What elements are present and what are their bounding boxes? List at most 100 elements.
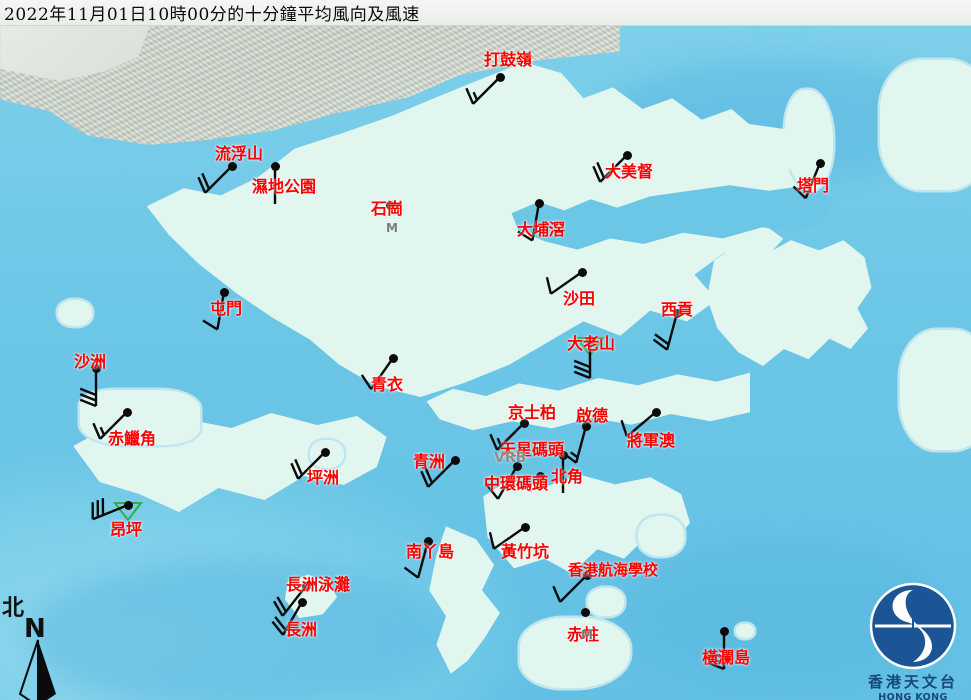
station-label: 長洲泳灘: [286, 575, 351, 594]
wind-barb-icon: [290, 451, 326, 480]
station-dot: [388, 353, 398, 363]
wind-barb-icon: [403, 540, 430, 579]
station-label: 赤柱: [567, 625, 600, 644]
compass-rose: 北 N: [2, 590, 72, 700]
station-label: 青洲: [413, 452, 446, 471]
wind-barb-icon: [197, 165, 233, 194]
land-sai-kung-east: [707, 240, 872, 366]
station-label: 石崗: [371, 199, 404, 218]
hko-logo-label-en: HONG KONG OBSERVATORY: [878, 692, 948, 700]
compass-north-label-cn: 北: [2, 595, 25, 621]
station-dot: [582, 570, 592, 580]
station-dot: [91, 363, 101, 373]
station-dot: [581, 421, 591, 431]
wind-barb-icon: [202, 291, 226, 331]
station-dot: [450, 455, 460, 465]
station-label: 濕地公園: [252, 177, 317, 196]
wind-barb-icon: [707, 631, 726, 671]
wind-barb-icon: [592, 154, 628, 183]
station-dot: [651, 407, 661, 417]
missing-data-marker: M: [386, 221, 398, 235]
station-label: 南丫島: [406, 542, 455, 561]
land-south-islet-d: [736, 624, 754, 638]
station-dot: [577, 267, 587, 277]
station-label: 黃竹坑: [501, 542, 550, 561]
station-dot: [122, 407, 132, 417]
hko-logo: 香港天文台 HONG KONG OBSERVATORY: [855, 582, 971, 700]
station-label: 赤鱲角: [108, 429, 157, 448]
wind-barb-icon: [79, 368, 98, 408]
wind-barb-icon: [488, 526, 526, 550]
station-dot: [219, 287, 229, 297]
compass-north-label-en: N: [24, 614, 46, 644]
station-dot: [227, 161, 237, 171]
station-dot: [495, 72, 505, 82]
variable-wind-marker: VRB: [494, 450, 527, 466]
wind-barb-icon: [489, 422, 525, 451]
hko-emblem-icon: [869, 582, 957, 670]
land-ne-corner: [880, 60, 971, 190]
wind-barb-icon: [486, 465, 519, 500]
station-dot: [123, 500, 133, 510]
station-label: 西貢: [661, 300, 694, 319]
station-label: 青衣: [371, 375, 404, 394]
station-dot: [558, 450, 568, 460]
wind-barb-icon: [620, 411, 657, 438]
station-dot: [297, 597, 307, 607]
sea-shade: [30, 560, 450, 700]
station-dot: [534, 198, 544, 208]
station-label: 沙田: [563, 289, 596, 308]
wind-barb-icon: [271, 601, 304, 636]
compass-needle-icon: [18, 639, 56, 700]
wind-barb-icon: [545, 271, 583, 295]
wind-barb-icon: [92, 411, 128, 440]
station-label: 大埔滘: [517, 220, 566, 239]
land-west-islet-a: [58, 300, 92, 326]
land-south-islet-c: [520, 618, 630, 688]
hko-logo-label-cn: 香港天文台: [867, 673, 958, 691]
wind-barb-icon: [272, 585, 307, 617]
station-label: 長洲: [285, 620, 318, 639]
station-label: 啟德: [576, 406, 609, 425]
station-label: 橫瀾島: [702, 648, 751, 667]
station-dot: [719, 626, 729, 636]
land-south-islet-b: [588, 588, 624, 616]
wind-barb-icon: [652, 312, 679, 351]
station-label: 昂坪: [110, 520, 143, 539]
wind-barb-icon: [552, 574, 588, 603]
station-dot: [423, 536, 433, 546]
station-label: 沙洲: [74, 352, 107, 371]
wind-barb-icon: [360, 357, 394, 390]
wind-barb-icon: [792, 162, 822, 200]
station-dot: [519, 418, 529, 428]
wind-barb-icon: [273, 166, 277, 204]
station-label: 大美督: [605, 162, 654, 181]
wind-barb-icon: [465, 76, 501, 105]
station-label: 香港航海學校: [568, 561, 659, 579]
missing-data-marker: M: [581, 628, 593, 642]
station-dot: [622, 150, 632, 160]
station-label: 天星碼頭: [500, 440, 565, 459]
title-bar: 2022年11月01日10時00分的十分鐘平均風向及風速: [0, 0, 971, 26]
station-dot: [301, 581, 311, 591]
station-dot: [320, 447, 330, 457]
wind-barb-icon: [561, 455, 565, 493]
station-dot: [270, 161, 280, 171]
station-label: 大老山: [567, 334, 616, 353]
station-dot: [535, 471, 545, 481]
station-label: 打鼓嶺: [484, 50, 533, 69]
station-dot: [815, 158, 825, 168]
station-dot: [512, 461, 522, 471]
land-east-edge: [900, 330, 971, 450]
station-dot: [520, 522, 530, 532]
wind-barb-icon: [420, 459, 456, 488]
station-label: 屯門: [210, 299, 243, 318]
station-label: 北角: [551, 467, 584, 486]
station-label: 塔門: [797, 176, 830, 195]
station-label: 流浮山: [215, 144, 264, 163]
station-dot: [580, 607, 590, 617]
station-dot: [672, 308, 682, 318]
station-label: 中環碼頭: [484, 474, 549, 493]
wind-barb-icon: [517, 202, 541, 242]
